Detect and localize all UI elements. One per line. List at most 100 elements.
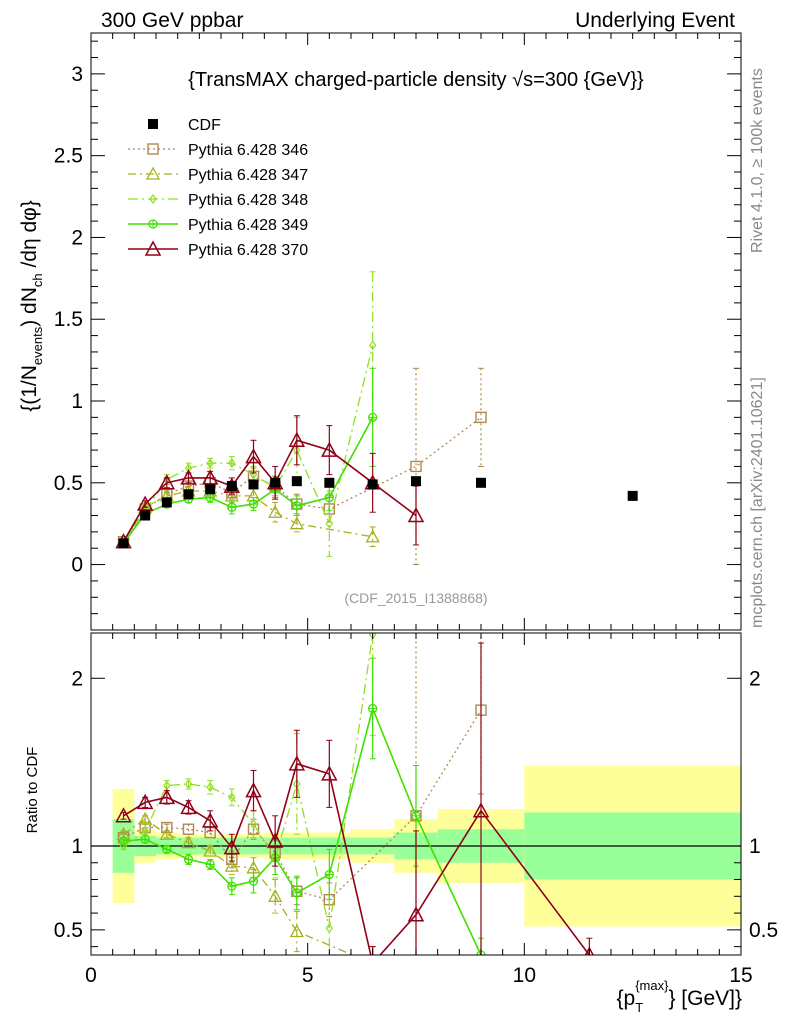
main-point-cdf [627,490,638,501]
legend-label: Pythia 6.428 349 [188,217,308,234]
main-line-pythia-6-428-346 [122,416,482,543]
ratio-point-pythia-6-428-347 [224,858,239,872]
ylabel-part-2: ) dN [18,287,41,327]
ratio-point-pythia-6-428-348 [249,819,258,830]
ratio-y-tick-label: 0.5 [54,919,83,942]
main-line-pythia-6-428-347 [122,490,373,543]
ratio-point-pythia-6-428-370 [372,954,373,955]
ylabel-sub-events: events [30,326,45,365]
ylabel-part-4: /dη dφ} [18,200,41,273]
legend-entry-pythia-6-428-348: Pythia 6.428 348 [128,192,308,209]
main-point-pythia-6-428-370 [180,469,197,485]
chart-title: {TransMAX charged-particle density √s=30… [188,69,644,91]
header-left: 300 GeV ppbar [101,9,243,32]
legend-marker [148,119,158,129]
main-point-cdf [270,477,281,488]
main-series-pythia-6-428-347 [116,483,380,548]
ylabel-part-0: {(1/N [18,365,41,412]
header-right: Underlying Event [575,9,735,32]
ratio-point-pythia-6-428-370 [472,802,490,818]
ratio-y-tick-label: 2 [71,667,83,690]
x-tick-label: 10 [513,964,536,987]
ratio-series-pythia-6-428-348 [119,633,377,955]
ratio-series-pythia-6-428-347 [116,811,379,968]
main-point-pythia-6-428-348 [325,518,334,529]
legend-marker [145,166,161,180]
main-point-cdf [226,481,237,492]
main-point-cdf [161,497,172,508]
main-point-cdf [324,477,335,488]
main-point-cdf [205,484,216,495]
ratio-line-pythia-6-428-347 [123,818,355,955]
x-tick-label: 5 [302,964,314,987]
x-tick-label: 15 [729,964,752,987]
main-axis-ticks: 0 0.5 1 1.5 2 2.5 3 [54,33,742,631]
xlabel-sup-max: {max} [635,978,669,993]
legend-entry-pythia-6-428-349: Pythia 6.428 349 [128,217,308,234]
xlabel-part-3: } [GeV]} [668,987,742,1010]
x-tick-label: 0 [85,964,97,987]
ratio-point-pythia-6-428-370 [245,782,262,798]
ratio-series-pythia-6-428-370 [115,642,594,955]
main-series-cdf [118,476,638,549]
ratio-point-pythia-6-428-370 [223,839,241,855]
ratio-point-pythia-6-428-347 [367,957,379,968]
main-point-pythia-6-428-370 [288,431,306,448]
legend-label: Pythia 6.428 347 [188,167,308,184]
ratio-y-tick-label-right: 1 [749,835,761,858]
ratio-point-pythia-6-428-347 [138,811,153,825]
ratio-point-pythia-6-428-348 [184,778,193,789]
reference-label: (CDF_2015_I1388868) [344,590,487,606]
side-text-bottom: mcplots.cern.ch [arXiv:2401.10621] [749,377,766,628]
main-point-pythia-6-428-346 [475,411,487,424]
ratio-series-pythia-6-428-346 [117,633,487,955]
side-text-top: Rivet 4.1.0, ≥ 100k events [749,68,766,253]
main-y-label: {(1/Nevents) dNch /dη dφ} [18,200,45,412]
main-y-tick-label: 1.5 [54,308,83,331]
ratio-point-pythia-6-428-370 [407,906,425,922]
legend-marker [149,194,157,204]
xlabel-part-0: {p [617,987,636,1010]
main-point-cdf [118,538,129,549]
legend-label: Pythia 6.428 370 [188,242,308,259]
main-point-cdf [291,476,302,487]
main-y-tick-label: 2 [71,226,83,249]
ratio-point-pythia-6-428-347 [268,888,283,902]
main-y-tick-label: 3 [71,63,83,86]
ratio-point-pythia-6-428-370 [180,798,197,815]
main-line-pythia-6-428-348 [122,345,374,544]
main-point-cdf [183,489,194,500]
main-point-pythia-6-428-347 [365,529,380,543]
ratio-line-pythia-6-428-346 [123,709,482,901]
main-point-pythia-6-428-348 [228,458,236,469]
ratio-point-pythia-6-428-348 [325,923,334,934]
legend-label: Pythia 6.428 346 [188,142,308,159]
ratio-series-pythia-6-428-349 [118,657,486,955]
legend-label: Pythia 6.428 348 [188,192,308,209]
legend-entry-cdf: CDF [148,117,221,134]
ratio-plot-area [115,633,594,968]
ratio-point-pythia-6-428-347 [181,835,196,849]
ratio-point-pythia-6-428-347 [289,924,304,938]
ratio-point-pythia-6-428-370 [288,755,306,771]
main-y-tick-label: 0.5 [54,472,83,495]
legend-marker [144,240,162,256]
ratio-point-pythia-6-428-370 [136,793,154,810]
ratio-y-tick-label-right: 2 [749,667,761,690]
ratio-point-pythia-6-428-370 [201,812,219,828]
ratio-point-pythia-6-428-370 [115,807,132,823]
main-point-pythia-6-428-346 [410,460,422,473]
main-point-cdf [367,479,378,490]
ratio-y-label: Ratio to CDF [24,747,41,834]
xlabel-sub-T: T [635,1000,643,1015]
ratio-axis-ticks: 0 5 10 15 0.5 0.5 1 1 2 2 [54,633,778,987]
ratio-line-pythia-6-428-348 [123,634,374,929]
legend-marker [147,143,159,155]
ratio-point-pythia-6-428-347 [203,843,218,857]
legend: CDF Pythia 6.428 346 Pythia 6.428 347 Pythi… [128,117,308,259]
ratio-line-pythia-6-428-370 [123,762,590,955]
main-point-pythia-6-428-347 [289,516,304,530]
ratio-point-pythia-6-428-348 [206,782,214,793]
